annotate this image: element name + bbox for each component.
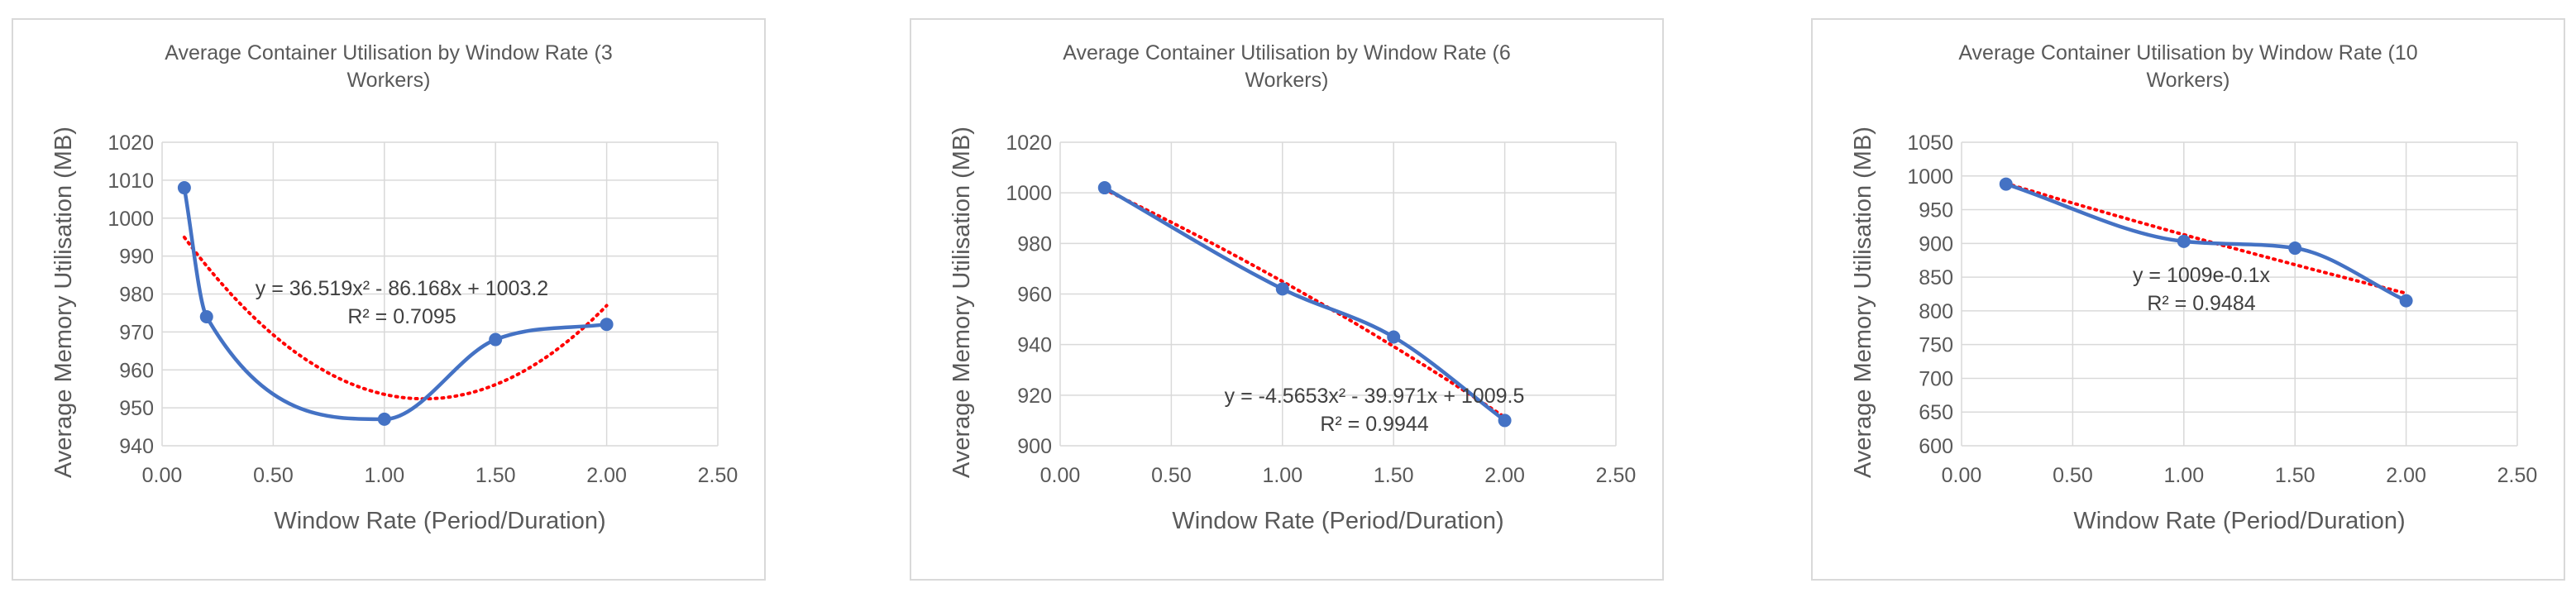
x-tick-label: 2.00 — [586, 464, 627, 487]
y-axis-label: Average Memory Utilisation (MB) — [949, 127, 975, 478]
chart-title: Average Container Utilisation by Window … — [1063, 41, 1510, 92]
x-axis-label: Window Rate (Period/Duration) — [2073, 508, 2405, 534]
data-point — [489, 332, 503, 347]
trendline — [182, 235, 609, 401]
data-point — [1097, 181, 1111, 195]
y-tick-label: 750 — [1919, 334, 1953, 357]
y-tick-label: 1000 — [1006, 182, 1052, 205]
chart-title: Average Container Utilisation by Window … — [1958, 41, 2417, 92]
x-tick-label: 1.50 — [2275, 464, 2316, 487]
x-tick-label: 0.50 — [253, 464, 294, 487]
chart-title-line: Workers) — [1245, 69, 1329, 92]
chart-title-line: Workers) — [2147, 69, 2230, 92]
trendline-equation-line: R² = 0.7095 — [347, 305, 456, 328]
y-tick-label: 1050 — [1907, 131, 1953, 155]
data-point — [1275, 282, 1289, 296]
data-point — [199, 310, 213, 324]
y-tick-label: 940 — [1017, 334, 1052, 357]
series-line — [2005, 182, 2407, 303]
y-tick-label: 960 — [1017, 284, 1052, 307]
data-point — [377, 412, 391, 426]
y-tick-label: 1010 — [108, 170, 154, 193]
x-tick-label: 0.50 — [2053, 464, 2093, 487]
x-tick-label: 2.50 — [2497, 464, 2538, 487]
y-tick-label: 920 — [1017, 385, 1052, 408]
trendline-equation: y = -4.5653x² - 39.971x + 1009.5 R² = 0.9… — [1225, 385, 1525, 436]
trendline-equation-line: y = -4.5653x² - 39.971x + 1009.5 — [1225, 385, 1525, 408]
y-tick-label: 900 — [1017, 435, 1052, 458]
y-tick-label: 800 — [1919, 300, 1953, 323]
data-point — [177, 181, 191, 195]
x-tick-label: 1.50 — [476, 464, 516, 487]
y-tick-label: 960 — [119, 359, 154, 382]
y-tick-label: 600 — [1919, 435, 1953, 458]
y-tick-label: 1000 — [1907, 165, 1953, 189]
chart-panel-6-workers: Average Container Utilisation by Window … — [910, 18, 1664, 581]
trendline-equation-line: R² = 0.9944 — [1320, 413, 1428, 436]
trendline-equation: y = 1009e-0.1x R² = 0.9484 — [2133, 264, 2271, 315]
y-tick-label: 1020 — [108, 131, 154, 155]
trendline — [2004, 181, 2408, 295]
trendline — [1102, 188, 1507, 419]
y-tick-label: 970 — [119, 321, 154, 344]
x-axis-label: Window Rate (Period/Duration) — [1172, 508, 1503, 534]
series-line — [182, 187, 607, 422]
x-tick-label: 2.00 — [2386, 464, 2426, 487]
data-point — [1387, 330, 1401, 344]
x-tick-label: 1.50 — [1374, 464, 1414, 487]
y-tick-label: 980 — [1017, 232, 1052, 256]
chart-title-line: Workers) — [347, 69, 431, 92]
y-tick-label: 950 — [1919, 199, 1953, 222]
data-point — [1999, 177, 2013, 191]
x-axis-label: Window Rate (Period/Duration) — [274, 508, 605, 534]
data-point — [2399, 294, 2413, 308]
chart-title-line: Average Container Utilisation by Window … — [1063, 41, 1510, 65]
y-tick-label: 1000 — [108, 208, 154, 231]
series-line — [1103, 186, 1506, 423]
chart-panel-3-workers: Average Container Utilisation by Window … — [12, 18, 766, 581]
trendline-equation-line: y = 36.519x² - 86.168x + 1003.2 — [256, 277, 548, 300]
chart-title-line: Average Container Utilisation by Window … — [1958, 41, 2417, 65]
y-tick-label: 950 — [119, 397, 154, 420]
trendline-equation: y = 36.519x² - 86.168x + 1003.2 R² = 0.70… — [256, 277, 548, 328]
trendline-equation-line: R² = 0.9484 — [2147, 292, 2255, 315]
x-tick-label: 2.50 — [1596, 464, 1637, 487]
chart-svg: Average Container Utilisation by Window … — [949, 41, 1637, 534]
y-tick-label: 980 — [119, 284, 154, 307]
x-tick-label: 1.00 — [2163, 464, 2204, 487]
y-tick-label: 700 — [1919, 367, 1953, 390]
x-tick-label: 0.00 — [1040, 464, 1081, 487]
chart-panel-10-workers: Average Container Utilisation by Window … — [1811, 18, 2565, 581]
x-tick-label: 1.00 — [364, 464, 404, 487]
data-point — [2288, 241, 2302, 256]
chart-svg: Average Container Utilisation by Window … — [50, 41, 738, 534]
y-axis-label: Average Memory Utilisation (MB) — [50, 127, 77, 478]
y-tick-label: 990 — [119, 246, 154, 269]
x-tick-label: 2.50 — [698, 464, 738, 487]
data-point — [600, 318, 614, 332]
trendline-equation-line: y = 1009e-0.1x — [2133, 264, 2271, 287]
y-axis-label: Average Memory Utilisation (MB) — [1850, 127, 1876, 478]
x-tick-label: 0.00 — [142, 464, 183, 487]
chart-svg: Average Container Utilisation by Window … — [1850, 41, 2538, 534]
x-tick-label: 0.50 — [1151, 464, 1192, 487]
x-tick-label: 0.00 — [1942, 464, 1982, 487]
y-tick-label: 850 — [1919, 266, 1953, 289]
y-tick-label: 1020 — [1006, 131, 1052, 155]
y-tick-label: 650 — [1919, 401, 1953, 424]
data-point — [1498, 414, 1512, 428]
data-point — [2177, 234, 2191, 248]
y-tick-label: 900 — [1919, 232, 1953, 256]
y-tick-label: 940 — [119, 435, 154, 458]
chart-title-line: Average Container Utilisation by Window … — [165, 41, 612, 65]
x-tick-label: 2.00 — [1484, 464, 1525, 487]
x-tick-label: 1.00 — [1262, 464, 1302, 487]
chart-title: Average Container Utilisation by Window … — [165, 41, 612, 92]
